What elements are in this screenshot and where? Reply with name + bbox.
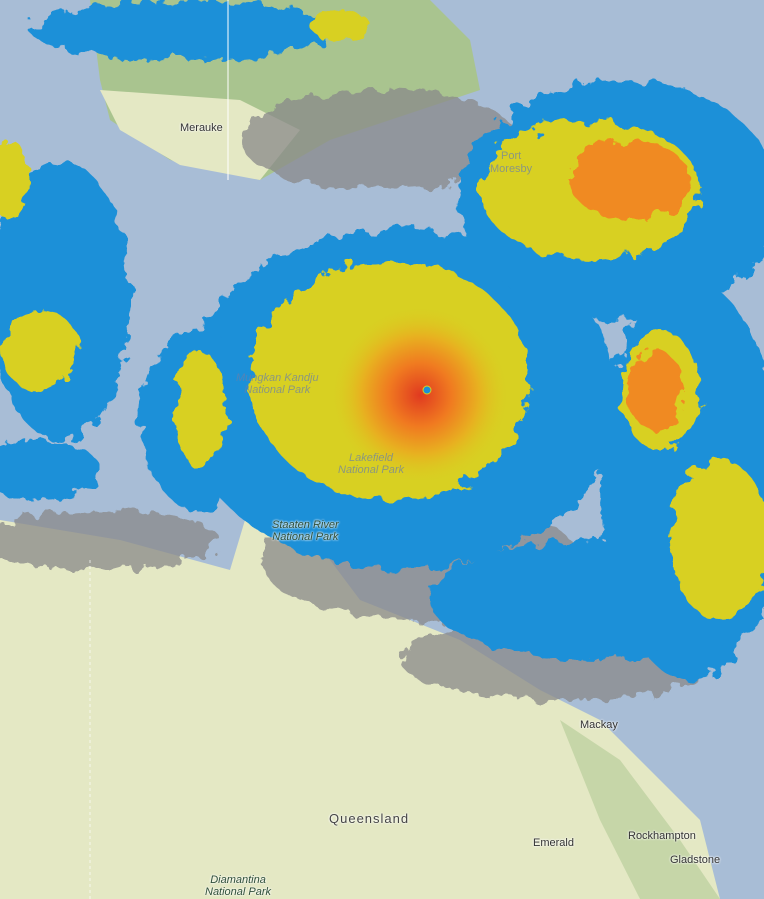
place-label-port-moresby[interactable]: Port Moresby: [490, 150, 532, 176]
place-label-gladstone[interactable]: Gladstone: [670, 854, 721, 866]
park-label-lakefield[interactable]: Lakefield National Park: [338, 452, 404, 476]
cloud-overlay: [0, 0, 764, 700]
label-line: Port: [501, 150, 522, 162]
state-label-queensland[interactable]: Queensland: [329, 811, 410, 826]
place-label-rockhampton[interactable]: Rockhampton: [628, 830, 696, 842]
label-line: National Park: [338, 464, 405, 476]
label-line: National Park: [272, 531, 339, 543]
cyclone-core: [330, 305, 510, 485]
park-label-staaten-river[interactable]: Staaten River National Park: [272, 519, 339, 543]
park-label-diamantina[interactable]: Diamantina National Park: [205, 874, 271, 898]
label-line: Mungkan Kandju: [236, 372, 319, 384]
park-label-mungkan-kandju[interactable]: Mungkan Kandju National Park: [236, 372, 319, 396]
label-line: Staaten River: [272, 519, 339, 531]
cyclone-eye: [422, 385, 432, 395]
label-line: Moresby: [490, 163, 533, 175]
label-line: National Park: [244, 384, 311, 396]
land-layer: [0, 0, 720, 899]
label-line: Lakefield: [349, 452, 394, 464]
place-label-mackay[interactable]: Mackay: [580, 719, 618, 731]
place-label-emerald[interactable]: Emerald: [533, 837, 574, 849]
label-line: National Park: [205, 886, 272, 898]
place-label-merauke[interactable]: Merauke: [180, 122, 223, 134]
label-line: Diamantina: [210, 874, 266, 886]
